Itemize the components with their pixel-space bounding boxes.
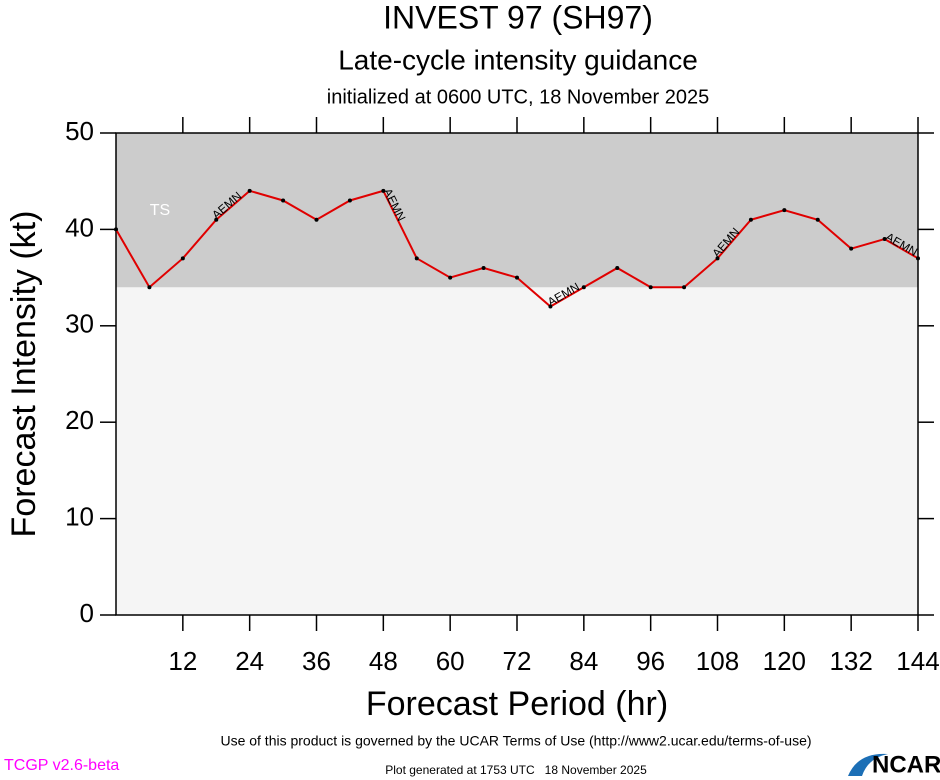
x-tick-label: 72 — [503, 646, 532, 676]
data-point — [581, 285, 586, 290]
data-point — [281, 198, 286, 203]
version-label: TCGP v2.6-beta — [4, 757, 119, 774]
y-tick-label: 20 — [65, 405, 94, 435]
logo-text: NCAR — [872, 751, 940, 778]
x-tick-label: 132 — [829, 646, 872, 676]
band-label: TS — [150, 202, 170, 219]
data-point — [347, 198, 352, 203]
y-axis-label: Forecast Intensity (kt) — [5, 211, 43, 538]
y-tick-label: 0 — [80, 598, 94, 628]
data-point — [381, 188, 386, 193]
chart-title: INVEST 97 (SH97) — [383, 0, 653, 35]
data-point — [815, 217, 820, 222]
data-point — [414, 256, 419, 261]
data-point — [314, 217, 319, 222]
data-point — [214, 217, 219, 222]
x-tick-label: 120 — [763, 646, 806, 676]
generated-note: Plot generated at 1753 UTC 18 November 2… — [385, 763, 647, 777]
x-tick-label: 60 — [436, 646, 465, 676]
x-tick-label: 12 — [168, 646, 197, 676]
data-point — [849, 246, 854, 251]
logo-swoosh — [848, 753, 888, 776]
x-tick-label: 48 — [369, 646, 398, 676]
ts-band — [116, 133, 918, 288]
plot-frame — [115, 132, 919, 616]
data-point — [748, 217, 753, 222]
data-point — [247, 188, 252, 193]
x-tick-label: 96 — [636, 646, 665, 676]
data-point — [515, 275, 519, 280]
data-point — [715, 256, 720, 261]
data-point — [114, 227, 118, 232]
data-point — [648, 285, 653, 290]
data-point — [548, 304, 553, 309]
x-tick-label: 84 — [569, 646, 598, 676]
y-tick-label: 40 — [65, 212, 94, 242]
x-axis-label: Forecast Period (hr) — [366, 685, 668, 723]
init-time: initialized at 0600 UTC, 18 November 202… — [327, 86, 709, 108]
x-tick-label: 24 — [235, 646, 264, 676]
terms-note: Use of this product is governed by the U… — [220, 733, 811, 749]
chart-subtitle: Late-cycle intensity guidance — [338, 44, 698, 75]
y-tick-label: 50 — [65, 116, 94, 146]
data-point — [180, 256, 185, 261]
data-point — [615, 265, 620, 270]
data-point — [481, 265, 486, 270]
data-point — [448, 275, 453, 280]
y-tick-label: 10 — [65, 501, 94, 531]
y-tick-label: 30 — [65, 309, 94, 339]
x-tick-label: 108 — [696, 646, 739, 676]
data-point — [916, 256, 920, 261]
data-point — [147, 285, 152, 290]
data-point — [882, 237, 887, 242]
x-tick-label: 144 — [896, 646, 939, 676]
plot-area: TS 0 10 20 30 40 50 12 24 36 48 60 72 84 96 108 120 132 14… — [65, 116, 940, 676]
x-tick-label: 36 — [302, 646, 331, 676]
data-point — [682, 285, 687, 290]
data-point — [782, 208, 787, 213]
